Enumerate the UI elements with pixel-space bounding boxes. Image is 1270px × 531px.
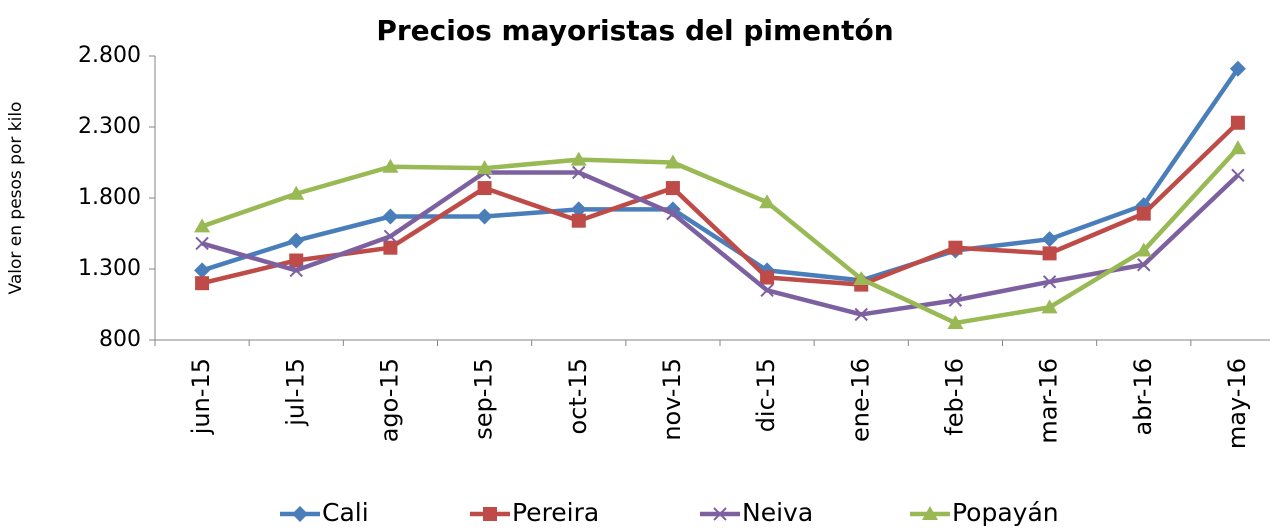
y-axis-label: Valor en pesos por kilo: [6, 102, 26, 295]
legend-label: Popayán: [952, 498, 1059, 527]
data-point: [664, 154, 681, 169]
data-point: [477, 181, 492, 196]
legend-label: Neiva: [742, 498, 813, 527]
data-point: [853, 270, 870, 285]
data-point: [476, 160, 493, 175]
y-tick-label: 800: [99, 327, 141, 352]
data-point: [195, 236, 209, 251]
data-point: [1041, 299, 1058, 314]
data-point: [195, 276, 210, 291]
data-point: [759, 194, 776, 209]
y-tick-label: 2.300: [78, 114, 141, 139]
data-point: [947, 314, 964, 329]
series-line: [201, 67, 1240, 283]
x-tick-label: oct-15: [564, 358, 592, 435]
data-point: [382, 158, 399, 173]
legend-marker: [922, 506, 938, 520]
data-point: [289, 253, 304, 268]
x-tick-label: ene-16: [846, 358, 874, 442]
data-point: [194, 218, 211, 233]
data-point: [1041, 231, 1058, 248]
data-point: [570, 151, 587, 166]
data-point: [1042, 275, 1057, 289]
x-tick-label: jul-15: [281, 358, 309, 427]
legend-label: Pereira: [512, 498, 599, 527]
x-tick-label: ago-15: [375, 358, 403, 442]
data-point: [383, 240, 398, 255]
x-tick-label: feb-16: [940, 358, 968, 436]
data-point: [194, 262, 211, 279]
legend-marker: [713, 507, 727, 521]
x-tick-label: dic-15: [752, 358, 780, 432]
data-point: [572, 165, 586, 180]
data-point: [948, 240, 963, 255]
series-line: [201, 170, 1240, 317]
data-point: [1229, 60, 1246, 77]
legend-marker: [292, 506, 308, 522]
chart-title: Precios mayoristas del pimentón: [376, 14, 893, 47]
data-point: [382, 208, 399, 225]
data-point: [288, 232, 305, 249]
data-point: [476, 208, 493, 225]
y-tick-label: 2.800: [78, 43, 141, 68]
x-tick-label: may-16: [1223, 358, 1251, 449]
data-point: [288, 185, 305, 200]
data-point: [383, 229, 398, 244]
series-line: [201, 121, 1240, 287]
x-tick-label: mar-16: [1035, 358, 1063, 444]
series-line: [201, 146, 1240, 326]
data-point: [666, 206, 680, 221]
data-point: [1136, 206, 1151, 221]
legend-marker: [483, 507, 497, 521]
data-point: [570, 201, 587, 218]
data-point: [1135, 242, 1152, 257]
data-point: [1137, 258, 1151, 272]
data-point: [948, 293, 963, 307]
data-point: [1229, 140, 1246, 155]
data-point: [854, 307, 868, 322]
data-point: [1231, 168, 1245, 182]
x-tick-label: sep-15: [470, 358, 498, 440]
x-tick-label: nov-15: [658, 358, 686, 441]
data-point: [289, 263, 303, 278]
data-point: [571, 213, 586, 228]
data-point: [760, 270, 775, 285]
x-tick-label: abr-16: [1129, 358, 1157, 435]
x-tick-label: jun-15: [187, 358, 215, 435]
data-point: [1230, 115, 1245, 130]
data-point: [1042, 246, 1057, 261]
legend-label: Cali: [322, 498, 369, 527]
y-tick-label: 1.800: [78, 185, 141, 210]
data-point: [760, 283, 774, 298]
y-tick-label: 1.300: [78, 256, 141, 281]
data-point: [665, 181, 680, 196]
